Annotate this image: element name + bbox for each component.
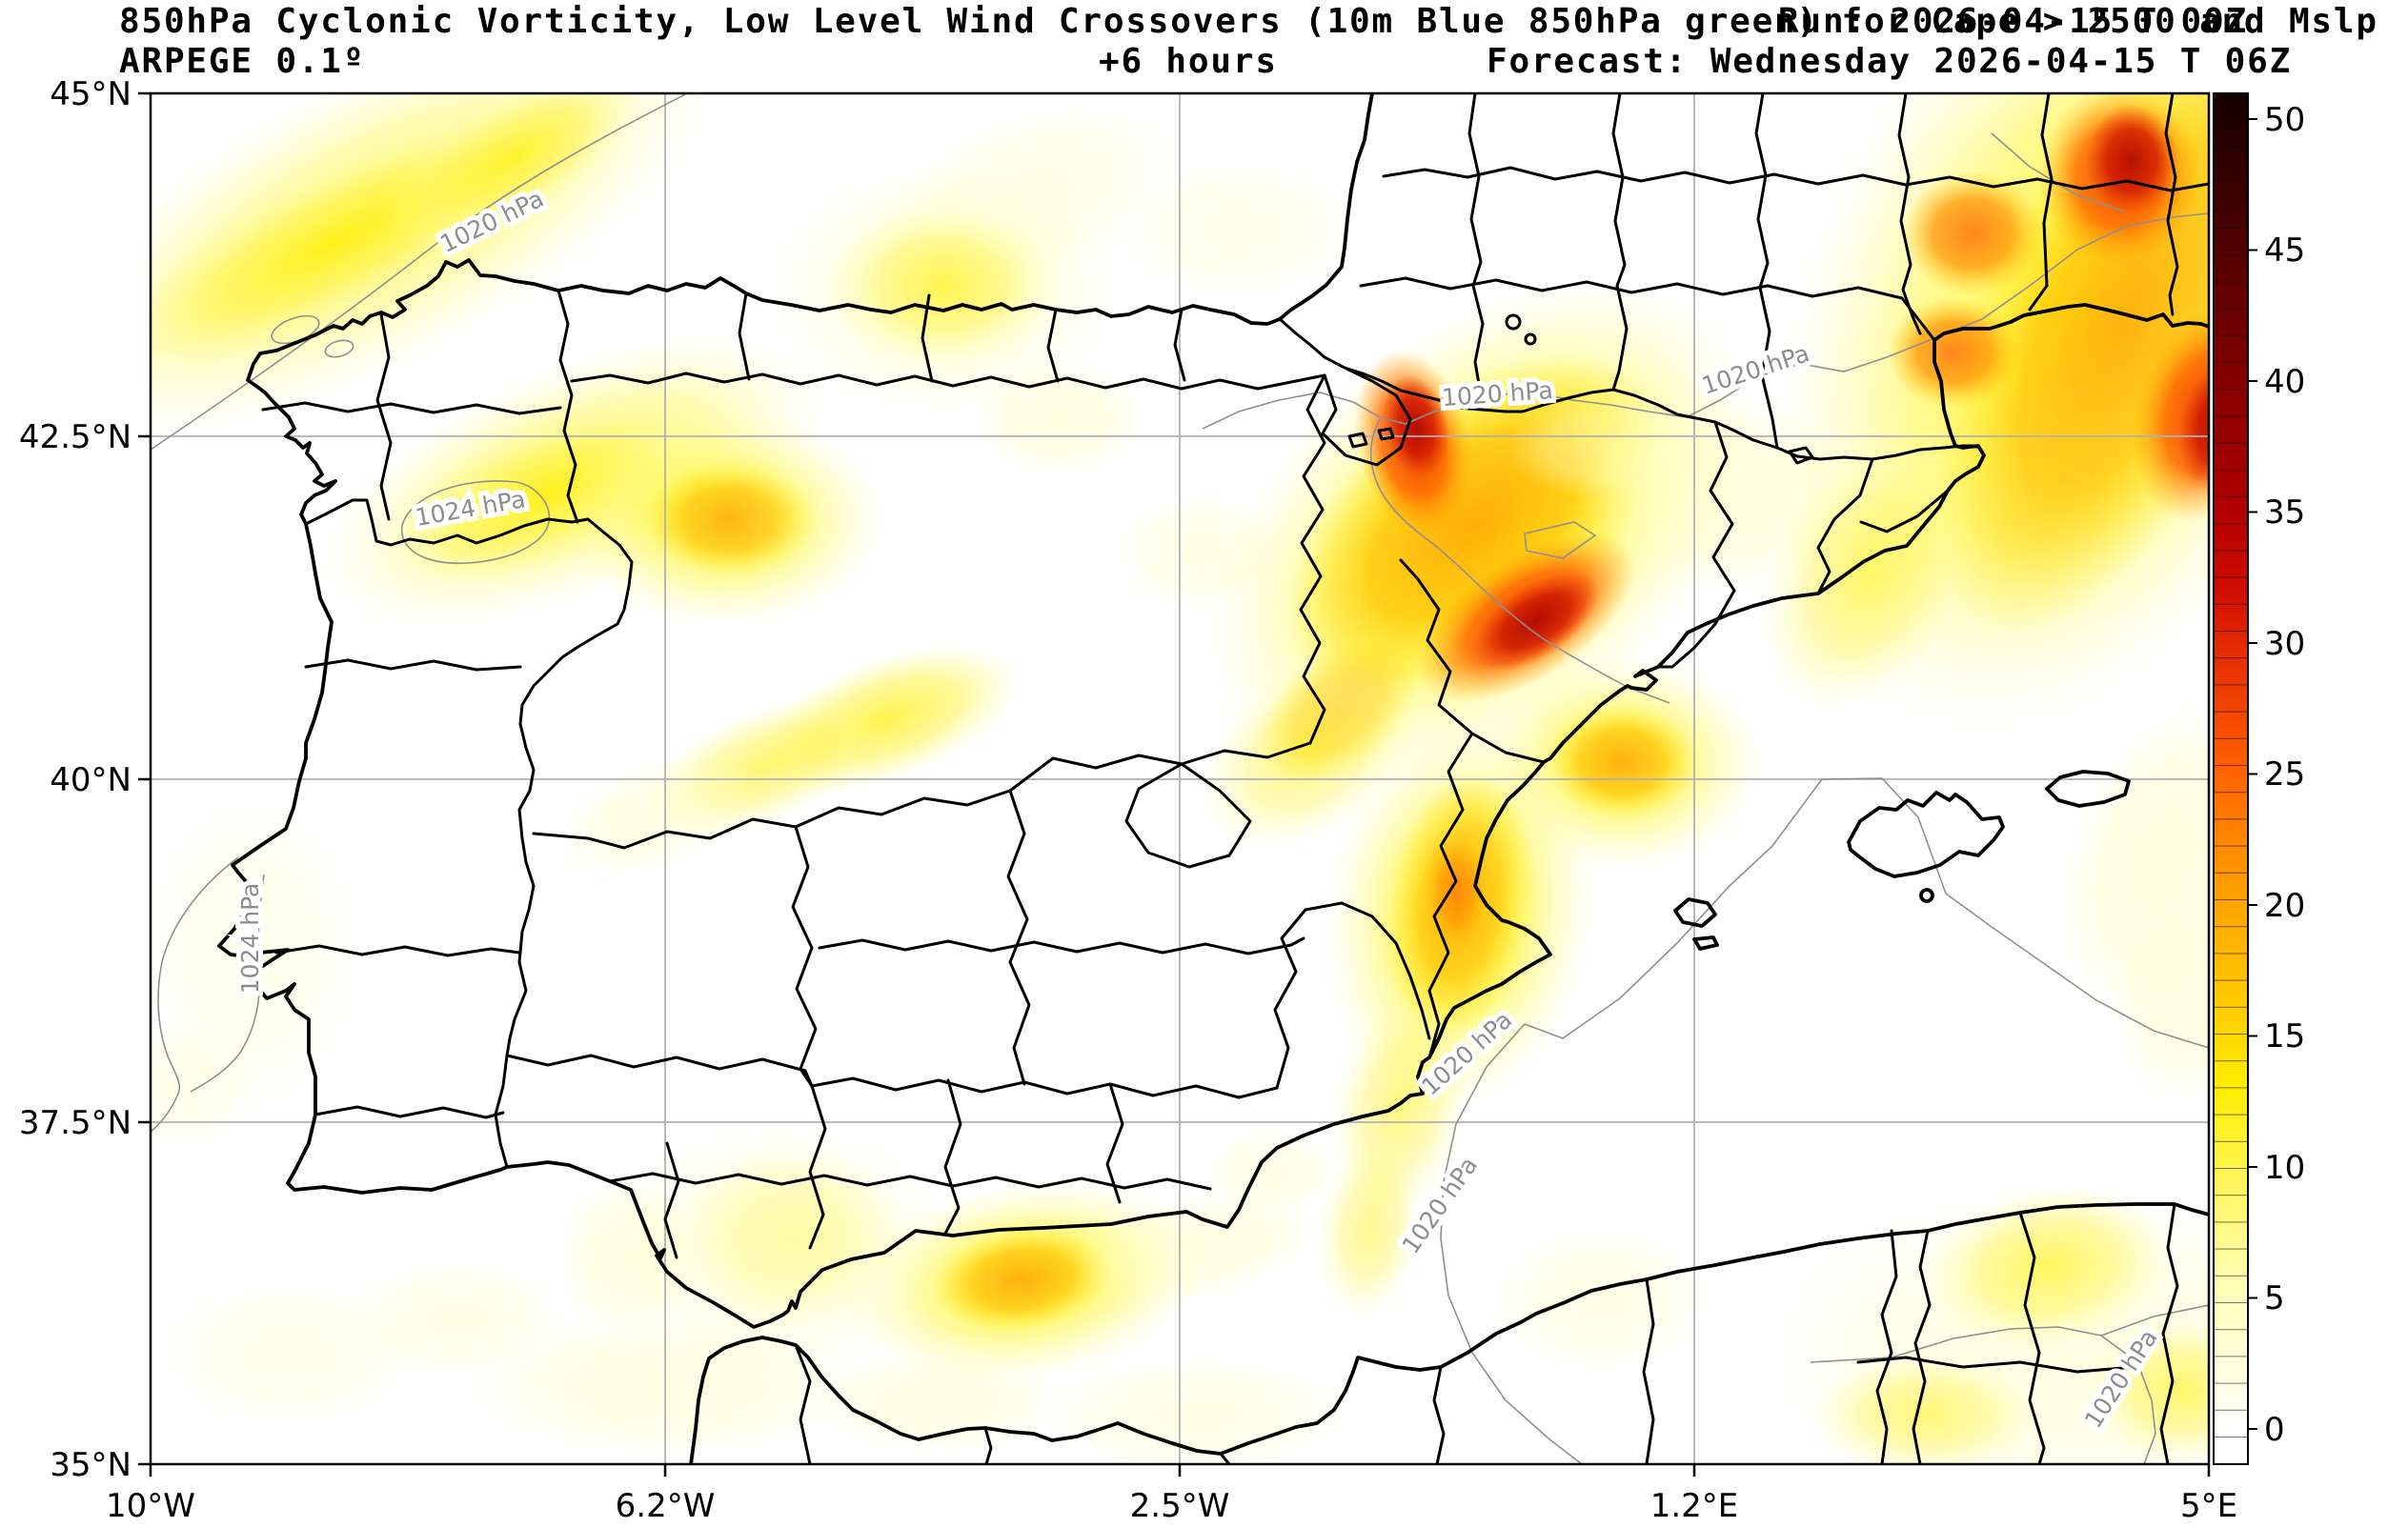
- lat-tick-label: 35°N: [50, 1446, 132, 1484]
- colorbar-tick-label: 40: [2264, 363, 2305, 401]
- latitude-labels: 45°N 42.5°N 40°N 37.5°N 35°N: [19, 75, 132, 1484]
- colorbar-tick-label: 20: [2264, 887, 2305, 925]
- colorbar-tick-label: 45: [2264, 231, 2305, 270]
- formentera: [1692, 935, 1719, 951]
- lat-tick-label: 40°N: [50, 761, 132, 799]
- menorca: [2045, 770, 2131, 808]
- colorbar-tick-label: 5: [2264, 1279, 2285, 1317]
- cabrera-islet: [1919, 888, 1934, 903]
- map-frame: [138, 91, 2211, 1477]
- run-datetime: Run: 2026-04-15 T 00Z: [1778, 2, 2248, 41]
- colorbar-tick-label: 30: [2264, 625, 2305, 663]
- lon-tick-label: 6.2°W: [616, 1487, 716, 1525]
- lon-tick-label: 1.2°E: [1650, 1487, 1739, 1525]
- africa-coast: [689, 1202, 2209, 1464]
- colorbar-ticks: [2248, 118, 2257, 1430]
- colorbar-tick-label: 0: [2264, 1411, 2285, 1449]
- lon-tick-label: 10°W: [106, 1487, 195, 1525]
- colorbar-labels: 50 45 40 35 30 25 20 15 10 5 0: [2264, 101, 2305, 1449]
- isobar-contours: [151, 93, 2209, 1464]
- ibiza: [1673, 897, 1717, 928]
- colorbar-tick-label: 25: [2264, 755, 2305, 794]
- lon-tick-label: 5°E: [2180, 1487, 2237, 1525]
- colorbar-tick-label: 50: [2264, 101, 2305, 139]
- lat-tick-label: 42.5°N: [19, 418, 132, 456]
- forecast-step: +6 hours: [1099, 42, 1278, 81]
- mallorca: [1847, 791, 2005, 878]
- coastlines: [217, 93, 2209, 1464]
- iberia-france-coast: [217, 93, 2209, 1329]
- axis-ticks: [138, 91, 2211, 1477]
- colorbar: 50 45 40 35 30 25 20 15 10 5 0: [2213, 92, 2305, 1465]
- lon-tick-label: 2.5°W: [1130, 1487, 1230, 1525]
- longitude-labels: 10°W 6.2°W 2.5°W 1.2°E 5°E: [106, 1487, 2237, 1525]
- colorbar-tick-label: 15: [2264, 1017, 2305, 1056]
- lat-tick-label: 37.5°N: [19, 1104, 132, 1142]
- forecast-datetime: Forecast: Wednesday 2026-04-15 T 06Z: [1487, 42, 2293, 81]
- lat-tick-label: 45°N: [50, 75, 132, 113]
- model-label: ARPEGE 0.1º: [119, 42, 366, 81]
- isobar-label: 1024 hPa: [236, 883, 264, 995]
- admin-borders: [261, 93, 2209, 1464]
- map-title: 850hPa Cyclonic Vorticity, Low Level Win…: [119, 2, 2378, 41]
- colorbar-tick-label: 10: [2264, 1149, 2305, 1187]
- colorbar-tick-label: 35: [2264, 493, 2305, 532]
